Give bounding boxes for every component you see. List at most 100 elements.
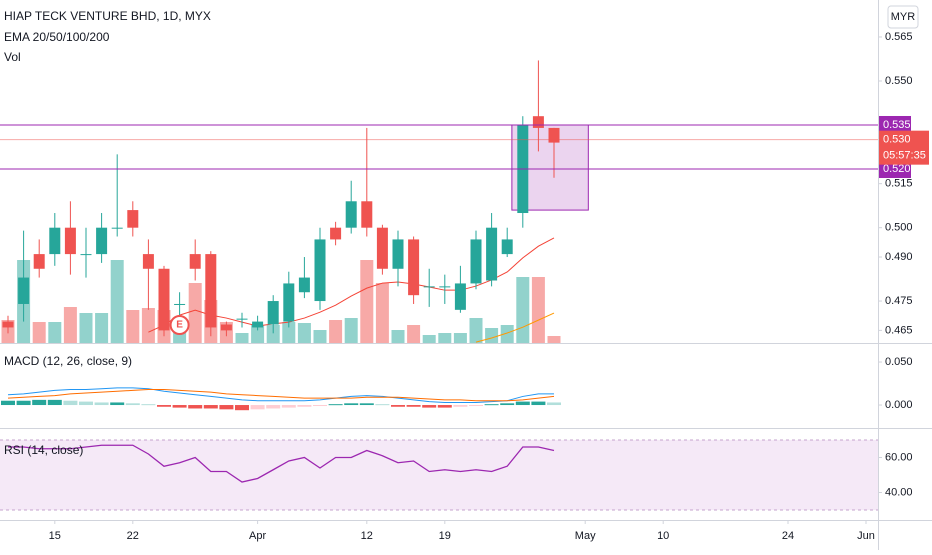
volume-bar [547,336,561,343]
candle-body [361,201,373,228]
macd-title: MACD (12, 26, close, 9) [4,354,132,368]
candle-body [439,286,451,288]
volume-bar [360,260,374,343]
volume-bar [110,260,124,343]
macd-histogram [500,403,515,406]
candle-body [454,283,466,310]
earnings-icon [169,315,190,335]
x-tick-label: 10 [657,530,669,542]
macd-histogram [63,400,78,406]
candle-body [532,116,544,128]
macd-histogram [79,401,93,406]
volume-bar [313,330,327,343]
macd-histogram [250,405,265,410]
price-label-bg [879,115,911,134]
macd-histogram [344,403,359,406]
macd-histogram [484,404,499,406]
candle-body [283,283,295,322]
macd-histogram [32,399,47,406]
volume-bar [438,333,452,343]
y-tick-label: 0.550 [885,75,913,87]
rsi-line [8,444,555,483]
macd-histogram [266,405,281,409]
candle-body [252,321,264,328]
x-tick-label: 24 [782,530,794,542]
volume-bar [266,325,280,343]
x-tick-label: Apr [249,530,266,542]
volume-bar [79,313,93,343]
macd-histogram [515,401,530,406]
volume-bar [95,313,109,343]
volume-bar [329,320,343,343]
macd-histogram [359,403,374,406]
candle-body [189,254,201,269]
candle-body [345,201,357,228]
macd-histogram [547,402,561,406]
macd-histogram [437,405,452,408]
volume-bar [407,325,421,343]
x-tick-label: May [575,530,596,542]
macd-histogram [125,403,140,406]
macd-histogram [16,400,31,406]
volume-bar [422,335,436,343]
currency-button[interactable] [887,5,919,29]
volume-bar [235,333,249,343]
candle-body [470,239,482,284]
macd-histogram [313,405,327,407]
y-tick-label: 0.490 [885,251,913,263]
macd-histogram [141,404,156,406]
candle-body [2,321,14,328]
candle-body [80,254,92,256]
candle-body [127,210,139,228]
candle-body [49,227,61,255]
rsi-pane [0,439,878,511]
candle-body [205,254,217,328]
volume-bar [453,333,467,343]
volume-bar [126,310,140,343]
volume-bar [344,318,358,343]
x-tick-label: Jun [857,530,875,542]
macd-histogram [422,405,437,408]
candle-body [392,239,404,269]
macd-tick-label: 0.000 [885,399,913,411]
candle-body [298,277,310,293]
volume-bar [391,330,405,343]
rsi-title: RSI (14, close) [4,443,83,457]
macd-histogram [406,405,421,407]
price-label: 0.520 [883,163,911,175]
last-price-label: 0.530 [883,134,911,146]
last-price-bg [879,130,929,165]
volume-bar [485,328,499,343]
earnings-label: E [176,320,183,331]
macd-histogram [172,405,187,408]
volume-bar [375,283,389,343]
candle-body [158,268,170,331]
macd-histogram [531,401,546,406]
volume-bar [297,323,311,343]
candle-body [220,324,232,331]
macd-histogram [157,405,171,407]
macd-histogram [47,399,62,406]
macd-histogram [375,404,390,406]
volume-bar [48,322,62,343]
legend-item: EMA 20/50/100/200 [4,30,110,44]
volume-bar [141,308,155,343]
y-tick-label: 0.515 [885,178,913,190]
macd-histogram [188,405,203,409]
candle-body [111,227,123,229]
legend-item: Vol [4,50,21,64]
candle-body [18,277,30,304]
candle-body [236,318,248,320]
macd-histogram [328,404,343,406]
countdown: 05:57:35 [883,150,926,162]
currency[interactable]: MYR [891,11,916,23]
candle-body [33,254,45,269]
y-tick-label: 0.565 [885,31,913,43]
candle-body [96,227,108,255]
candle-body [423,286,435,288]
candle-body [267,301,279,325]
macd-tick-label: 0.050 [885,356,913,368]
volume-bar [469,318,483,343]
candle-body [376,227,388,269]
